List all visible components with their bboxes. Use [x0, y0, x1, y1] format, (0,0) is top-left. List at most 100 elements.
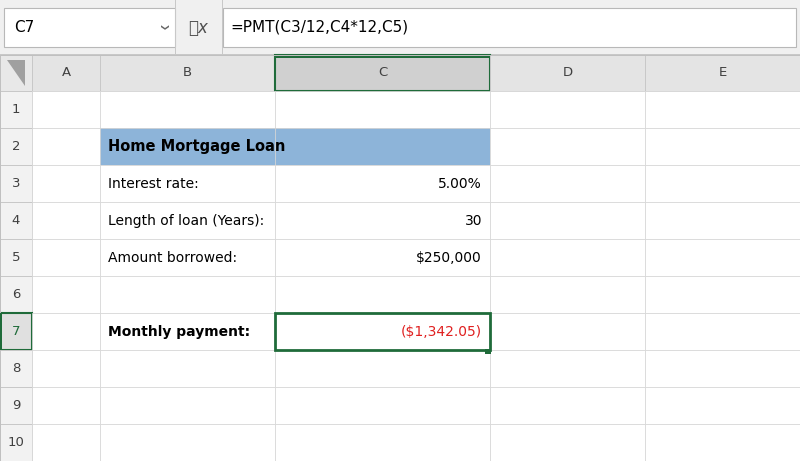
- Text: D: D: [562, 66, 573, 79]
- Bar: [100, 202, 275, 239]
- Bar: [490, 55, 645, 91]
- Bar: [275, 350, 490, 387]
- Bar: [0, 55, 800, 461]
- Bar: [100, 91, 275, 128]
- Text: 8: 8: [12, 362, 20, 375]
- Bar: [223, 8, 796, 47]
- Bar: [0, 55, 32, 91]
- Bar: [645, 239, 800, 276]
- Bar: [0, 165, 32, 202]
- Bar: [100, 313, 275, 350]
- Text: $250,000: $250,000: [416, 250, 482, 265]
- Bar: [490, 276, 645, 313]
- Bar: [275, 276, 490, 313]
- Text: Monthly payment:: Monthly payment:: [108, 325, 250, 338]
- Text: ($1,342.05): ($1,342.05): [401, 325, 482, 338]
- Text: 9: 9: [12, 399, 20, 412]
- Bar: [275, 313, 490, 350]
- Bar: [275, 55, 490, 91]
- Bar: [32, 239, 100, 276]
- Bar: [275, 239, 490, 276]
- Text: 30: 30: [465, 213, 482, 227]
- Bar: [485, 349, 491, 354]
- Bar: [645, 91, 800, 128]
- Bar: [100, 276, 275, 313]
- Bar: [490, 202, 645, 239]
- Bar: [490, 387, 645, 424]
- Bar: [275, 91, 490, 128]
- Text: =PMT(C3/12,C4*12,C5): =PMT(C3/12,C4*12,C5): [230, 20, 408, 35]
- Bar: [100, 424, 275, 461]
- Bar: [0, 313, 32, 350]
- Bar: [490, 313, 645, 350]
- Text: 4: 4: [12, 214, 20, 227]
- Bar: [100, 165, 275, 202]
- Bar: [0, 128, 32, 165]
- Text: 5.00%: 5.00%: [438, 177, 482, 190]
- Text: Home Mortgage Loan: Home Mortgage Loan: [108, 139, 286, 154]
- Bar: [32, 350, 100, 387]
- Bar: [32, 424, 100, 461]
- Text: Interest rate:: Interest rate:: [108, 177, 198, 190]
- Bar: [645, 387, 800, 424]
- Bar: [0, 0, 800, 55]
- Text: A: A: [62, 66, 70, 79]
- Text: 10: 10: [7, 436, 25, 449]
- Bar: [490, 350, 645, 387]
- Bar: [275, 202, 490, 239]
- Bar: [645, 424, 800, 461]
- Bar: [490, 424, 645, 461]
- Bar: [32, 276, 100, 313]
- Text: 𝑓x: 𝑓x: [188, 18, 208, 36]
- Bar: [0, 55, 32, 461]
- Text: 7: 7: [12, 325, 20, 338]
- Bar: [0, 276, 32, 313]
- Bar: [100, 387, 275, 424]
- Bar: [100, 128, 275, 165]
- Text: ❯: ❯: [158, 24, 167, 31]
- Bar: [32, 165, 100, 202]
- Bar: [32, 313, 100, 350]
- Text: 1: 1: [12, 103, 20, 116]
- Text: C7: C7: [14, 20, 34, 35]
- Bar: [645, 55, 800, 91]
- Bar: [0, 54, 800, 55]
- Bar: [275, 165, 490, 202]
- Bar: [0, 239, 32, 276]
- Bar: [490, 128, 645, 165]
- Text: 6: 6: [12, 288, 20, 301]
- Bar: [175, 0, 176, 55]
- Bar: [0, 350, 32, 387]
- Text: 3: 3: [12, 177, 20, 190]
- Bar: [100, 239, 275, 276]
- Bar: [100, 55, 275, 91]
- Bar: [32, 91, 100, 128]
- Bar: [645, 313, 800, 350]
- Text: 2: 2: [12, 140, 20, 153]
- Bar: [645, 276, 800, 313]
- Text: Length of loan (Years):: Length of loan (Years):: [108, 213, 264, 227]
- Bar: [275, 55, 490, 58]
- Bar: [490, 239, 645, 276]
- Bar: [0, 313, 2, 350]
- Bar: [645, 350, 800, 387]
- Text: E: E: [718, 66, 726, 79]
- Bar: [222, 0, 223, 55]
- Bar: [275, 387, 490, 424]
- Bar: [645, 128, 800, 165]
- Bar: [0, 387, 32, 424]
- Text: Amount borrowed:: Amount borrowed:: [108, 250, 237, 265]
- Bar: [0, 202, 32, 239]
- Bar: [0, 91, 32, 128]
- Bar: [275, 128, 490, 165]
- Bar: [32, 128, 100, 165]
- Bar: [490, 91, 645, 128]
- Bar: [32, 387, 100, 424]
- Text: B: B: [183, 66, 192, 79]
- Bar: [4, 8, 175, 47]
- Bar: [32, 202, 100, 239]
- Bar: [490, 165, 645, 202]
- Bar: [32, 55, 100, 91]
- Bar: [100, 350, 275, 387]
- Text: C: C: [378, 66, 387, 79]
